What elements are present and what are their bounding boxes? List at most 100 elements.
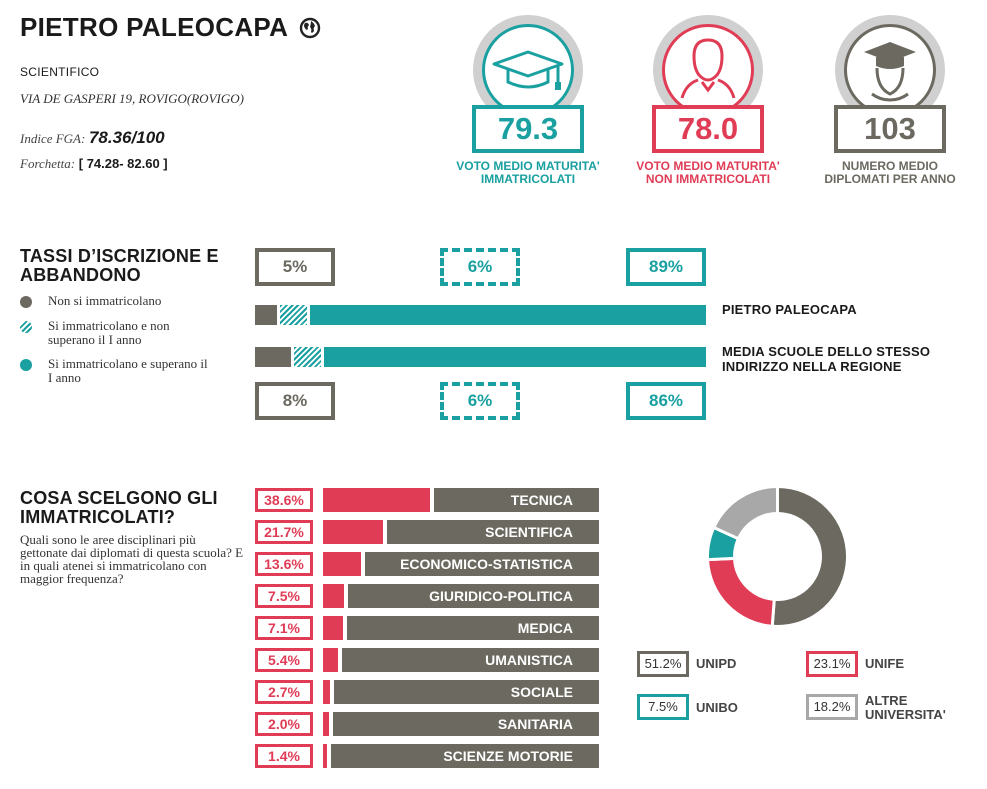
field-bar-remainder — [347, 616, 599, 640]
fga-range: Forchetta: [ 74.28- 82.60 ] — [20, 156, 168, 172]
legend-label: Si immatricolano e superano il I anno — [48, 356, 208, 385]
section-title-enrollment: TASSI D’ISCRIZIONE E ABBANDONO — [20, 247, 219, 285]
field-bar-value — [323, 520, 383, 544]
uni-name-unife: UNIFE — [865, 656, 904, 671]
section-title-fields: COSA SCELGONO GLI IMMATRICOLATI? — [20, 489, 218, 527]
field-row: 7.5% GIURIDICO-POLITICA — [255, 584, 600, 608]
field-bar-track: SANITARIA — [323, 712, 599, 736]
bar-label-school: PIETRO PALEOCAPA — [722, 302, 857, 317]
field-bar-remainder — [348, 584, 599, 608]
stat-value-graduates: 103 — [834, 105, 946, 153]
field-bar-remainder — [365, 552, 599, 576]
title-line: COSA SCELGONO GLI — [20, 488, 218, 508]
person-icon — [680, 38, 736, 99]
university-donut-chart — [706, 484, 849, 628]
field-pct: 1.4% — [255, 744, 313, 768]
field-row: 2.7% SOCIALE — [255, 680, 600, 704]
field-bar-value — [323, 744, 327, 768]
field-bar-value — [323, 584, 344, 608]
title-line: ABBANDONO — [20, 265, 141, 285]
field-pct: 2.7% — [255, 680, 313, 704]
caption-line: NON IMMATRICOLATI — [645, 172, 771, 186]
field-row: 38.6% TECNICA — [255, 488, 600, 512]
field-pct: 5.4% — [255, 648, 313, 672]
legend-dot-grey — [20, 296, 32, 308]
title-line: TASSI D’ISCRIZIONE E — [20, 246, 219, 266]
region-not-enrolled-pct: 8% — [255, 382, 335, 420]
graduate-person-icon — [864, 42, 916, 102]
graduation-cap-icon — [492, 50, 564, 90]
field-pct: 38.6% — [255, 488, 313, 512]
field-row: 1.4% SCIENZE MOTORIE — [255, 744, 600, 768]
stacked-bar-school — [255, 305, 706, 325]
legend-item: Si immatricolano e superano il I anno — [20, 357, 208, 385]
school-name: PIETRO PALEOCAPA — [20, 12, 289, 42]
field-bar-value — [323, 488, 430, 512]
donut-slice-unipd — [770, 484, 849, 628]
stat-value-not-enrolled: 78.0 — [652, 105, 764, 153]
field-bar-remainder — [434, 488, 599, 512]
school-not-enrolled-pct: 5% — [255, 248, 335, 286]
field-pct: 13.6% — [255, 552, 313, 576]
field-name: GIURIDICO-POLITICA — [429, 588, 573, 604]
field-name: UMANISTICA — [485, 652, 573, 668]
uni-pct-unipd: 51.2% — [637, 651, 689, 677]
field-bar-value — [323, 616, 343, 640]
legend-item: Si immatricolano e non superano il I ann… — [20, 319, 208, 347]
bar-label-region: MEDIA SCUOLE DELLO STESSO INDIRIZZO NELL… — [722, 344, 930, 374]
field-row: 5.4% UMANISTICA — [255, 648, 600, 672]
school-dropout-pct: 6% — [440, 248, 520, 286]
field-bar-value — [323, 648, 338, 672]
donut-slice-unife — [706, 556, 776, 628]
field-name: SCIENTIFICA — [485, 524, 573, 540]
field-bar-value — [323, 712, 329, 736]
region-dropout-pct: 6% — [440, 382, 520, 420]
field-name: MEDICA — [517, 620, 573, 636]
range-value: [ 74.28- 82.60 ] — [78, 156, 168, 171]
field-name: SOCIALE — [510, 684, 573, 700]
field-name: ECONOMICO-STATISTICA — [400, 556, 573, 572]
field-bar-track: SCIENTIFICA — [323, 520, 599, 544]
label-line: MEDIA SCUOLE DELLO STESSO — [722, 344, 931, 359]
uni-pct-unife: 23.1% — [806, 651, 858, 677]
field-row: 2.0% SANITARIA — [255, 712, 600, 736]
bar-segment-success — [323, 347, 706, 367]
uni-name-altre: ALTRE UNIVERSITA' — [865, 693, 946, 722]
school-success-pct: 89% — [626, 248, 706, 286]
uni-pct-unibo: 7.5% — [637, 694, 689, 720]
legend-dot-hatched — [20, 321, 32, 333]
uni-name-unibo: UNIBO — [696, 700, 738, 715]
bar-segment-dropout — [280, 305, 307, 325]
field-row: 21.7% SCIENTIFICA — [255, 520, 600, 544]
bar-segment-dropout — [293, 347, 321, 367]
caption-line: VOTO MEDIO MATURITA' — [636, 159, 780, 173]
donut-slice-altre — [711, 484, 779, 541]
field-name: TECNICA — [510, 492, 573, 508]
legend-label: Si immatricolano e non superano il I ann… — [48, 318, 170, 347]
field-bar-track: GIURIDICO-POLITICA — [323, 584, 599, 608]
field-bar-remainder — [331, 744, 599, 768]
stat-caption-not-enrolled: VOTO MEDIO MATURITA' NON IMMATRICOLATI — [618, 160, 798, 186]
field-bar-track: ECONOMICO-STATISTICA — [323, 552, 599, 576]
field-pct: 2.0% — [255, 712, 313, 736]
field-bar-track: TECNICA — [323, 488, 599, 512]
school-type: SCIENTIFICO — [20, 65, 100, 79]
stacked-bar-region — [255, 347, 706, 367]
field-row: 7.1% MEDICA — [255, 616, 600, 640]
legend-label: Non si immatricolano — [48, 293, 162, 308]
legend-dot-teal — [20, 359, 32, 371]
field-bar-value — [323, 552, 361, 576]
field-name: SCIENZE MOTORIE — [443, 748, 573, 764]
globe-icon[interactable] — [299, 17, 321, 39]
caption-line: NUMERO MEDIO — [842, 159, 938, 173]
fga-value: 78.36/100 — [88, 128, 165, 147]
stat-caption-graduates: NUMERO MEDIO DIPLOMATI PER ANNO — [800, 160, 980, 186]
uni-name-unipd: UNIPD — [696, 656, 737, 671]
region-success-pct: 86% — [626, 382, 706, 420]
field-bar-remainder — [334, 680, 599, 704]
field-pct: 7.1% — [255, 616, 313, 640]
field-bar-track: SOCIALE — [323, 680, 599, 704]
field-bar-remainder — [387, 520, 599, 544]
bar-segment-not-enrolled — [255, 305, 277, 325]
field-bar-track: SCIENZE MOTORIE — [323, 744, 599, 768]
